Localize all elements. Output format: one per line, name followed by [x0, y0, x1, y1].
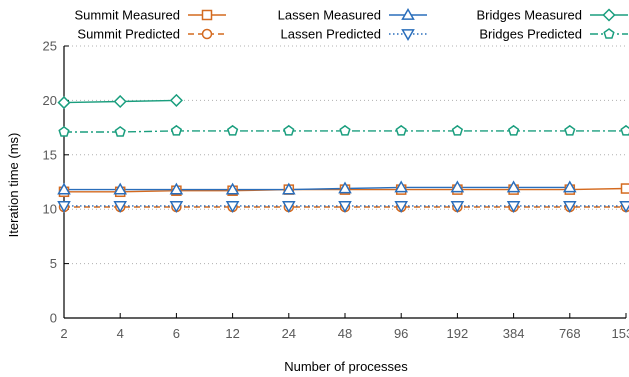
lassen-predicted-point: [563, 201, 577, 213]
legend-marker-bridges-predicted: [603, 28, 615, 39]
summit-measured-point: [620, 183, 629, 194]
x-tick-label: 6: [173, 326, 180, 341]
lassen-predicted-point: [169, 201, 184, 213]
bridges-predicted-point: [395, 124, 407, 136]
lassen-predicted-point: [113, 201, 127, 213]
legend-marker-lassen-measured: [401, 7, 415, 20]
y-tick-labels: 0 5 10 15 20 25: [43, 39, 57, 326]
lassen-measured-point: [338, 181, 352, 194]
y-tick-label: 15: [43, 147, 57, 162]
bridges-predicted-point: [114, 126, 126, 137]
x-tick-label: 24: [282, 326, 296, 341]
x-tick-labels: 246122448961923847681536: [60, 326, 629, 341]
bridges-predicted-line: [64, 130, 626, 133]
x-tick-label: 768: [559, 326, 581, 341]
legend: Summit Measured Summit Predicted Lassen Me…: [75, 8, 628, 42]
lassen-measured-point: [282, 182, 296, 195]
bridges-predicted-point: [58, 126, 70, 137]
lassen-measured-point: [563, 180, 577, 193]
lassen-measured-point: [57, 182, 71, 195]
bridges-predicted-point: [339, 124, 351, 136]
lassen-predicted-point: [394, 201, 408, 213]
legend-label-summit-measured: Summit Measured: [75, 8, 180, 23]
lassen-measured-point: [450, 180, 465, 193]
legend-label-bridges-predicted: Bridges Predicted: [479, 27, 582, 42]
lassen-measured-point: [225, 182, 240, 195]
bridges-predicted-point: [170, 124, 183, 136]
bridges-measured-point: [57, 96, 71, 110]
lassen-measured-point: [506, 180, 521, 193]
x-tick-label: 384: [503, 326, 525, 341]
plot-frame: [63, 45, 627, 319]
bridges-measured-point: [113, 94, 127, 109]
lassen-predicted-point: [450, 201, 465, 213]
bridges-predicted-point: [226, 124, 239, 136]
lassen-measured-point: [113, 182, 127, 195]
legend-marker-summit-measured: [201, 9, 213, 21]
bridges-predicted-point: [451, 124, 464, 136]
x-tick-label: 4: [117, 326, 124, 341]
x-tick-label: 12: [225, 326, 239, 341]
series-markers: [57, 93, 629, 213]
x-tick-label: 96: [394, 326, 408, 341]
lassen-predicted-point: [282, 201, 296, 213]
lassen-measured-line: [64, 186, 570, 191]
lassen-measured-point: [169, 182, 184, 195]
bridges-predicted-point: [283, 124, 295, 136]
lassen-predicted-point: [57, 201, 71, 213]
x-tick-label: 1536: [612, 326, 629, 341]
bridges-measured-point: [169, 93, 183, 107]
legend-marker-bridges-measured: [602, 8, 616, 22]
y-tick-label: 0: [50, 311, 57, 326]
lassen-predicted-point: [338, 201, 352, 213]
legend-label-summit-predicted: Summit Predicted: [77, 27, 180, 42]
lassen-measured-point: [394, 180, 408, 193]
legend-marker-lassen-predicted: [401, 29, 415, 42]
legend-label-lassen-predicted: Lassen Predicted: [281, 27, 381, 42]
legend-label-bridges-measured: Bridges Measured: [477, 8, 583, 23]
y-tick-label: 10: [43, 202, 57, 217]
bridges-predicted-point: [620, 124, 629, 136]
x-tick-label: 48: [338, 326, 352, 341]
legend-label-lassen-measured: Lassen Measured: [278, 8, 381, 23]
x-tick-label: 2: [60, 326, 67, 341]
gridlines: [64, 45, 626, 265]
y-tick-label: 20: [43, 93, 57, 108]
lassen-predicted-point: [506, 201, 521, 213]
y-axis-title: Iteration time (ms): [6, 133, 21, 238]
lassen-predicted-point: [225, 201, 240, 213]
x-axis-title: Number of processes: [284, 359, 408, 374]
bridges-predicted-point: [564, 124, 576, 136]
bridges-predicted-point: [507, 124, 520, 136]
legend-marker-summit-predicted: [201, 28, 213, 40]
x-tick-label: 192: [447, 326, 469, 341]
y-tick-label: 25: [43, 39, 57, 54]
y-tick-label: 5: [50, 256, 57, 271]
